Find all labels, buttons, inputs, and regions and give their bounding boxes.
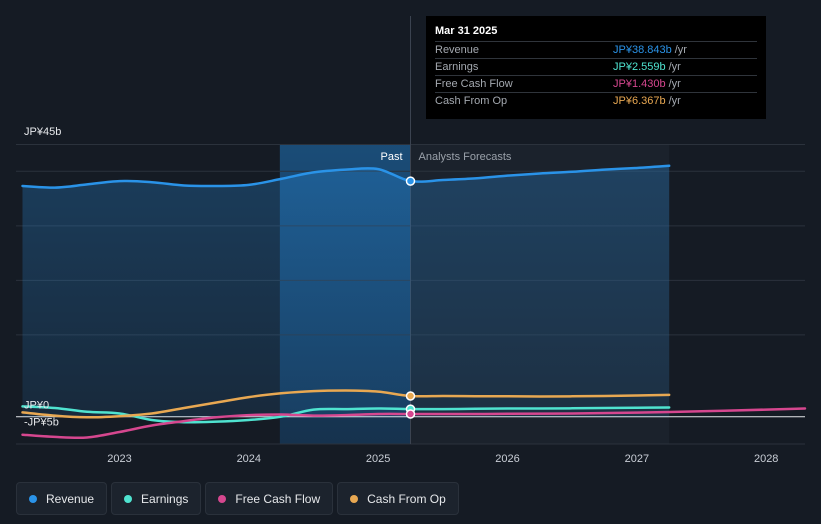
revenue-line [21,164,671,189]
legend-dot-icon [218,494,227,503]
legend-item-free-cash-flow[interactable]: Free Cash Flow [205,482,334,515]
free-cash-flow-marker [405,409,416,419]
legend-item-earnings[interactable]: Earnings [111,482,202,515]
legend: Revenue Earnings Free Cash Flow Cash Fro… [16,482,459,515]
legend-dot-icon [350,494,359,503]
tooltip: Mar 31 2025 Revenue JP¥38.843b /yr Earni… [426,16,766,119]
y-axis-label-zero: JP¥0 [24,400,49,412]
tooltip-row-earnings: Earnings JP¥2.559b /yr [435,58,757,75]
tooltip-unit: /yr [668,61,681,73]
tooltip-label: Revenue [435,44,480,56]
revenue-area [22,165,670,417]
tooltip-date: Mar 31 2025 [435,25,498,37]
legend-label: Free Cash Flow [235,491,321,506]
revenue-marker [405,176,416,186]
x-tick-label: 2026 [495,453,519,465]
tooltip-value: JP¥2.559b [613,61,666,73]
tooltip-unit: /yr [668,95,681,107]
tooltip-row-free-cash-flow: Free Cash Flow JP¥1.430b /yr [435,75,757,92]
x-tick-label: 2025 [366,453,390,465]
tooltip-value: JP¥1.430b [613,78,666,90]
x-tick-label: 2023 [107,453,131,465]
legend-item-cash-from-op[interactable]: Cash From Op [337,482,459,515]
tooltip-label: Earnings [435,61,479,73]
tooltip-row-cash-from-op: Cash From Op JP¥6.367b /yr [435,92,757,109]
legend-label: Earnings [141,491,189,506]
free-cash-flow-line [21,407,807,440]
legend-label: Cash From Op [367,491,446,506]
past-label: Past [380,151,402,163]
x-tick-label: 2027 [625,453,649,465]
forecast-label: Analysts Forecasts [419,151,512,163]
legend-label: Revenue [46,491,95,506]
legend-item-revenue[interactable]: Revenue [16,482,108,515]
y-axis-label-top: JP¥45b [24,126,61,138]
tooltip-label: Cash From Op [435,95,508,107]
tooltip-value: JP¥6.367b [613,95,666,107]
tooltip-unit: /yr [668,78,681,90]
cash-from-op-marker [405,391,416,401]
tooltip-unit: /yr [674,44,687,56]
legend-dot-icon [124,494,133,503]
x-tick-label: 2024 [237,453,261,465]
tooltip-label: Free Cash Flow [435,78,513,90]
legend-dot-icon [29,494,37,503]
cash-from-op-line [21,389,671,419]
tooltip-row-revenue: Revenue JP¥38.843b /yr [435,41,757,58]
y-axis-label-negative: -JP¥5b [24,416,59,428]
tooltip-value: JP¥38.843b [613,44,672,56]
x-tick-label: 2028 [754,453,778,465]
